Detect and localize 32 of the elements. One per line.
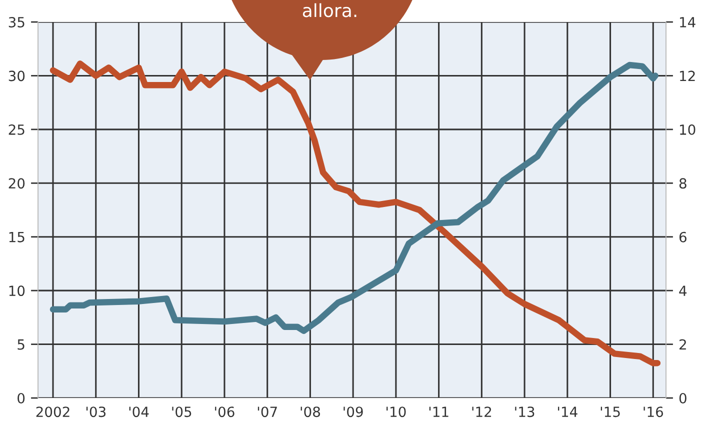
y2-tick-label: 10 — [680, 124, 696, 135]
y2-tick-label: 12 — [680, 70, 695, 81]
x-tick-label: '11 — [429, 406, 448, 417]
y-tick-label: 20 — [8, 178, 25, 189]
y2-tick-label: 0 — [679, 392, 686, 404]
x-tick-label: '10 — [386, 406, 406, 418]
y-tick-label: 30 — [8, 70, 25, 82]
y-tick-label: 35 — [8, 16, 24, 28]
y-tick-label: 5 — [18, 339, 24, 350]
text: allora. — [302, 3, 356, 18]
x-tick-label: '04 — [129, 406, 149, 418]
x-tick-label: '03 — [86, 406, 106, 418]
y2-tick-label: 4 — [679, 286, 687, 296]
y-tick-label: 25 — [8, 124, 24, 135]
x-tick-label: '13 — [515, 406, 534, 418]
x-tick-label: '07 — [258, 406, 277, 418]
x-tick-label: '15 — [600, 406, 620, 418]
x-tick-label: 2002 — [36, 406, 70, 418]
x-tick-label: '12 — [472, 406, 492, 417]
x-tick-label: '16 — [644, 406, 664, 418]
y2-tick-label: 6 — [679, 232, 686, 242]
y2-tick-label: 14 — [680, 17, 696, 28]
y-tick-label: 10 — [9, 286, 25, 296]
y-tick-label: 15 — [9, 232, 24, 242]
x-tick-label: '06 — [215, 406, 234, 418]
x-tick-label: '05 — [172, 406, 192, 418]
y2-tick-label: 2 — [680, 339, 686, 350]
y2-tick-label: 8 — [679, 178, 686, 189]
y-tick-label: 0 — [18, 392, 25, 404]
x-tick-label: '08 — [300, 406, 320, 418]
x-tick-label: '14 — [558, 406, 578, 417]
x-tick-label: '09 — [344, 406, 363, 418]
